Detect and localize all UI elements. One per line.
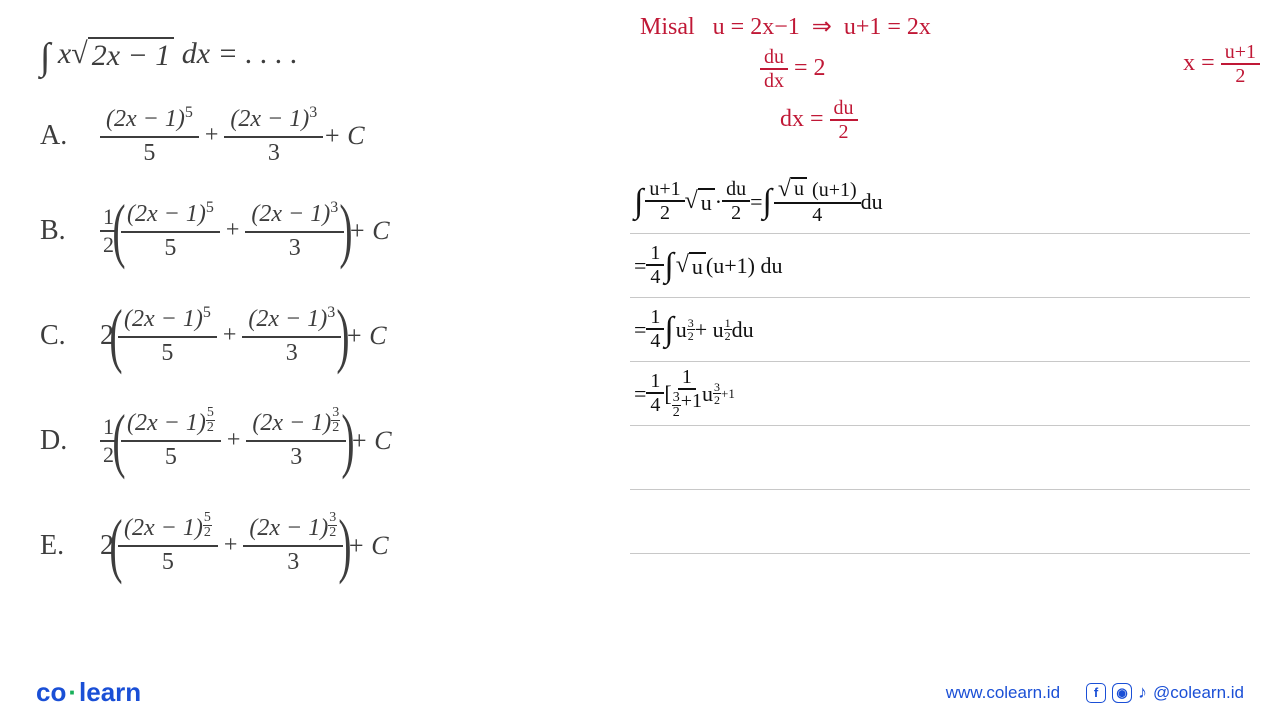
- option-expr: 2((2x − 1)525+(2x − 1)323) + C: [100, 504, 389, 587]
- work-line-2: = 14∫√u (u+1) du: [630, 234, 1250, 298]
- option-label: B.: [40, 215, 78, 247]
- option-C: C. 2((2x − 1)55+(2x − 1)33) + C: [40, 294, 600, 377]
- handwriting-area: Misal u = 2x−1 ⇒ u+1 = 2x dudx = 2 dx = …: [620, 0, 1280, 720]
- logo-co: co: [36, 677, 66, 707]
- facebook-icon: f: [1086, 683, 1106, 703]
- dx-frac: du2: [830, 98, 858, 143]
- work-line-3: = 14∫ u32 + u12 du: [630, 298, 1250, 362]
- arrow: ⇒: [812, 14, 832, 40]
- x-frac: u+12: [1221, 42, 1260, 87]
- option-A: A. (2x − 1)55+(2x − 1)33 + C: [40, 104, 600, 167]
- substitution-notes: Misal u = 2x−1 ⇒ u+1 = 2x dudx = 2 dx = …: [640, 12, 1260, 149]
- option-E: E. 2((2x − 1)525+(2x − 1)323) + C: [40, 504, 600, 587]
- dudx-eq: = 2: [794, 55, 826, 81]
- option-label: A.: [40, 120, 78, 152]
- option-expr: (2x − 1)55+(2x − 1)33 + C: [100, 104, 365, 167]
- dx-equals: dx = . . . .: [174, 37, 298, 70]
- sqrt: √2x − 1: [71, 37, 174, 73]
- options-list: A. (2x − 1)55+(2x − 1)33 + C B. 12((2x − 1)…: [40, 104, 600, 587]
- option-label: D.: [40, 425, 78, 457]
- option-B: B. 12((2x − 1)55+(2x − 1)33) + C: [40, 189, 600, 272]
- option-expr: 12((2x − 1)525+(2x − 1)323) + C: [100, 399, 392, 482]
- work-line-empty: [630, 426, 1250, 490]
- option-label: E.: [40, 530, 78, 562]
- u1-2x: u+1 = 2x: [844, 14, 931, 40]
- misal-block: Misal u = 2x−1 ⇒ u+1 = 2x dudx = 2 dx = …: [640, 12, 931, 149]
- work-line-4: = 14 [ 132+1 u32+1: [630, 362, 1250, 426]
- logo-learn: learn: [79, 677, 141, 707]
- misal-label: Misal: [640, 14, 695, 40]
- x-block: x = u+12: [1183, 12, 1260, 149]
- handle-text: @colearn.id: [1153, 683, 1244, 703]
- footer-url: www.colearn.id: [946, 683, 1060, 703]
- integral-sign: ∫: [40, 35, 50, 79]
- x-eq: x =: [1183, 50, 1215, 76]
- dx-eq: dx =: [780, 106, 824, 132]
- work-line-empty: [630, 490, 1250, 554]
- question-column: ∫ x√2x − 1 dx = . . . . A. (2x − 1)55+(2x…: [0, 0, 620, 720]
- work-line-1: ∫u+12√u · du2 = ∫√u (u+1)4 du: [630, 170, 1250, 234]
- dudx: dudx: [760, 47, 788, 92]
- option-D: D. 12((2x − 1)525+(2x − 1)323) + C: [40, 399, 600, 482]
- option-expr: 12((2x − 1)55+(2x − 1)33) + C: [100, 189, 390, 272]
- instagram-icon: ◉: [1112, 683, 1132, 703]
- u-eq: u = 2x−1: [713, 14, 800, 40]
- option-label: C.: [40, 320, 78, 352]
- x-var: x: [58, 37, 71, 70]
- social-handles: f ◉ ♪ @colearn.id: [1086, 682, 1244, 703]
- footer: co·learn www.colearn.id f ◉ ♪ @colearn.i…: [0, 677, 1280, 708]
- work-lines: ∫u+12√u · du2 = ∫√u (u+1)4 du= 14∫√u (u+…: [630, 170, 1250, 554]
- logo-dot: ·: [66, 677, 79, 707]
- question-text: ∫ x√2x − 1 dx = . . . .: [40, 35, 600, 79]
- tiktok-icon: ♪: [1138, 682, 1147, 703]
- logo: co·learn: [36, 677, 141, 708]
- page: ∫ x√2x − 1 dx = . . . . A. (2x − 1)55+(2x…: [0, 0, 1280, 720]
- option-expr: 2((2x − 1)55+(2x − 1)33) + C: [100, 294, 387, 377]
- radicand: 2x − 1: [88, 37, 175, 73]
